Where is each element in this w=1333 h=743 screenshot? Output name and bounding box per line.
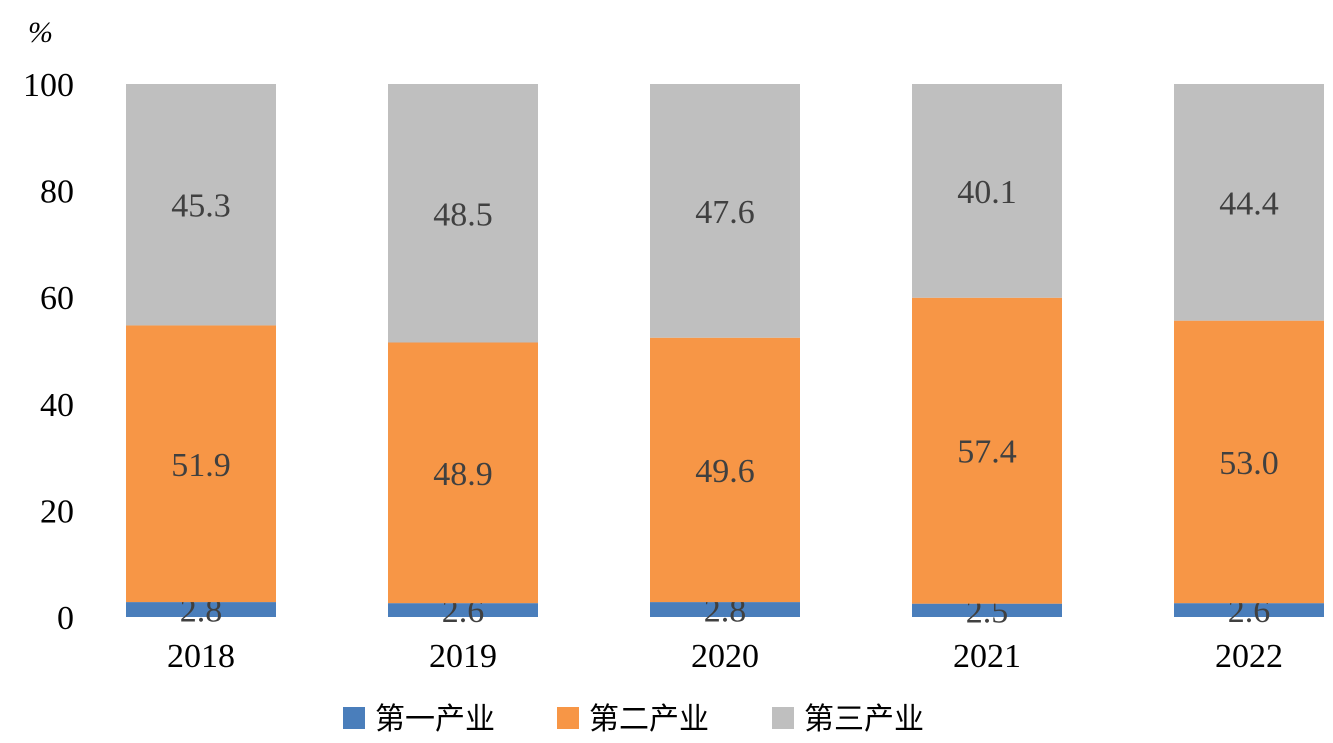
x-tick-label: 2019: [429, 638, 497, 675]
bar-segment: [650, 337, 800, 603]
data-label: 53.0: [1219, 445, 1279, 482]
bar-segment: [1174, 320, 1324, 604]
bar-segment: [126, 84, 276, 326]
bar-segment: [1174, 603, 1324, 617]
y-tick-label: 20: [40, 493, 74, 530]
x-tick-label: 2018: [167, 638, 235, 675]
data-label: 44.4: [1219, 185, 1279, 222]
x-tick-label: 2022: [1215, 638, 1283, 675]
y-tick-label: 80: [40, 174, 74, 211]
legend-label: 第三产业: [804, 702, 924, 737]
y-tick-label: 60: [40, 280, 74, 317]
data-label: 57.4: [957, 434, 1017, 471]
bars: 2.851.945.32.648.948.52.849.647.62.557.4…: [126, 84, 1324, 630]
y-axis-unit: %: [28, 16, 53, 49]
bar-segment: [650, 602, 800, 617]
legend-swatch: [343, 707, 365, 729]
bar-segment: [126, 602, 276, 617]
bar-segment: [388, 84, 538, 343]
bar-segment: [912, 297, 1062, 604]
bar-segment: [388, 342, 538, 604]
data-label: 51.9: [171, 447, 231, 484]
y-axis: 0 20 40 60 80 100: [23, 67, 74, 637]
bar-segment: [1174, 84, 1324, 321]
data-label: 47.6: [695, 194, 755, 231]
y-tick-label: 40: [40, 387, 74, 424]
legend-swatch: [772, 707, 794, 729]
legend-swatch: [557, 707, 579, 729]
x-tick-label: 2020: [691, 638, 759, 675]
data-label: 48.9: [433, 456, 493, 493]
legend-label: 第一产业: [375, 702, 495, 737]
legend-label: 第二产业: [589, 702, 709, 737]
bar-segment: [912, 84, 1062, 298]
y-tick-label: 0: [57, 600, 74, 637]
x-axis: 2018 2019 2020 2021 2022: [167, 638, 1283, 675]
x-tick-label: 2021: [953, 638, 1021, 675]
data-label: 48.5: [433, 196, 493, 233]
data-label: 45.3: [171, 188, 231, 225]
data-label: 49.6: [695, 453, 755, 490]
data-label: 40.1: [957, 174, 1017, 211]
legend: 第一产业 第二产业 第三产业: [343, 702, 924, 737]
bar-segment: [126, 325, 276, 603]
bar-segment: [650, 84, 800, 338]
y-tick-label: 100: [23, 67, 74, 104]
bar-segment: [912, 603, 1062, 617]
bar-segment: [388, 603, 538, 617]
